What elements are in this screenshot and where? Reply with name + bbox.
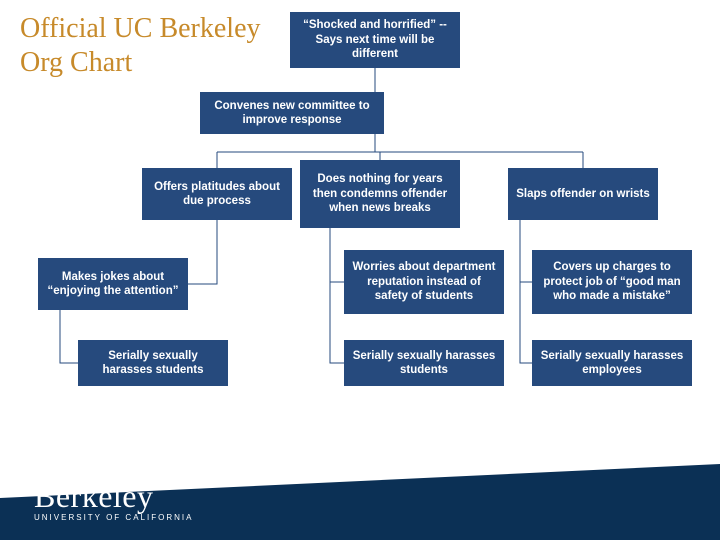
edge-n4a-n5a bbox=[60, 310, 78, 363]
edge-n4c-n5c bbox=[520, 282, 532, 363]
org-node-n5a: Serially sexually harasses students bbox=[78, 340, 228, 386]
org-node-n3a: Offers platitudes about due process bbox=[142, 168, 292, 220]
edge-n3a-n4a bbox=[188, 220, 217, 284]
edge-n3b-n4b bbox=[330, 228, 344, 282]
edge-n4b-n5b bbox=[330, 282, 344, 363]
page-title: Official UC Berkeley Org Chart bbox=[20, 12, 261, 79]
title-line-2: Org Chart bbox=[20, 46, 261, 80]
org-node-n5b: Serially sexually harasses students bbox=[344, 340, 504, 386]
org-node-n5c: Serially sexually harasses employees bbox=[532, 340, 692, 386]
org-node-n4b: Worries about department reputation inst… bbox=[344, 250, 504, 314]
org-node-n1: “Shocked and horrified” -- Says next tim… bbox=[290, 12, 460, 68]
org-node-n2: Convenes new committee to improve respon… bbox=[200, 92, 384, 134]
footer-wordmark: Berkeley bbox=[34, 478, 193, 515]
org-node-n4c: Covers up charges to protect job of “goo… bbox=[532, 250, 692, 314]
org-node-n3c: Slaps offender on wrists bbox=[508, 168, 658, 220]
title-line-1: Official UC Berkeley bbox=[20, 12, 261, 46]
footer-subline: UNIVERSITY OF CALIFORNIA bbox=[34, 513, 193, 522]
footer-logo: Berkeley UNIVERSITY OF CALIFORNIA bbox=[34, 478, 193, 522]
edge-n3c-n4c bbox=[520, 220, 532, 282]
org-node-n4a: Makes jokes about “enjoying the attentio… bbox=[38, 258, 188, 310]
org-node-n3b: Does nothing for years then condemns off… bbox=[300, 160, 460, 228]
